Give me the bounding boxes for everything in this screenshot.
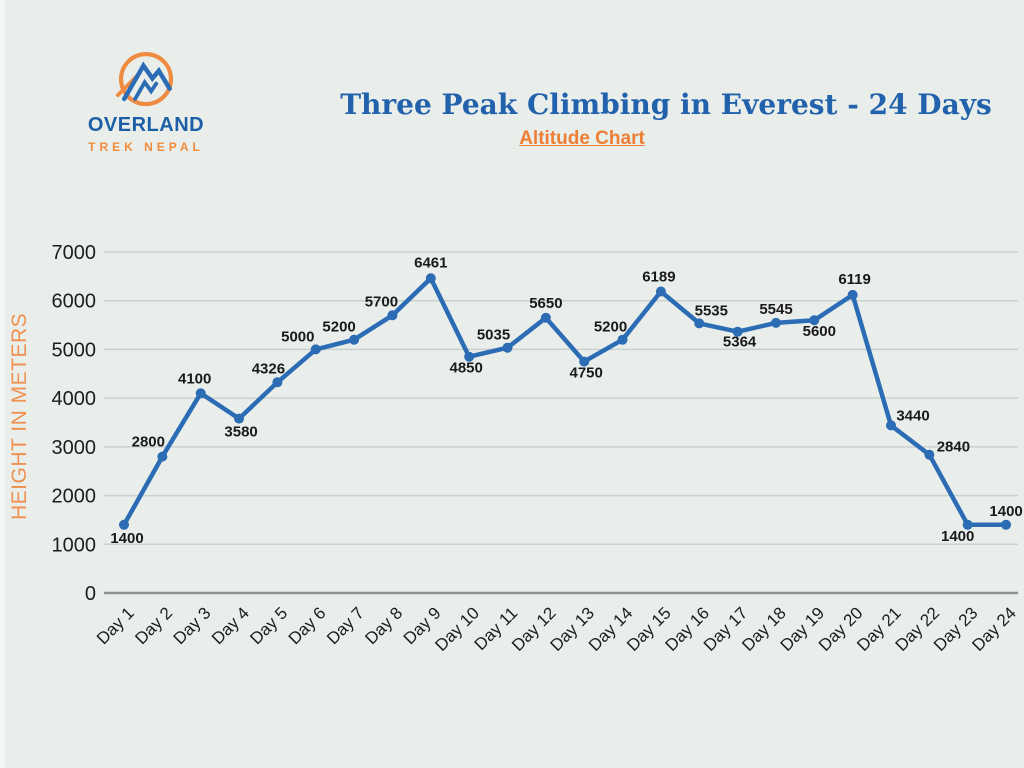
data-point xyxy=(195,388,206,399)
value-label: 1400 xyxy=(110,530,143,547)
y-tick-label: 5000 xyxy=(52,339,97,361)
value-label: 5600 xyxy=(803,323,836,340)
data-point xyxy=(694,318,705,329)
value-label: 3440 xyxy=(896,407,929,424)
value-label: 3580 xyxy=(224,424,257,441)
data-point xyxy=(962,519,973,530)
data-point xyxy=(617,334,628,345)
data-point xyxy=(924,449,935,460)
value-label: 4326 xyxy=(252,360,285,377)
value-label: 1400 xyxy=(941,528,974,545)
data-point xyxy=(540,312,551,323)
data-point xyxy=(770,317,781,328)
page-title: Three Peak Climbing in Everest - 24 Days xyxy=(340,88,992,121)
value-label: 1400 xyxy=(989,503,1022,520)
data-point xyxy=(847,289,858,300)
y-tick-label: 1000 xyxy=(52,534,97,556)
mountain-logo-icon xyxy=(115,52,174,107)
x-tick-label: Day 10 xyxy=(431,603,483,655)
x-tick-label: Day 7 xyxy=(323,603,368,648)
value-label: 6461 xyxy=(414,254,447,271)
y-tick-label: 3000 xyxy=(52,437,97,459)
value-label: 5700 xyxy=(365,293,398,310)
logo-text-overland: OVERLAND xyxy=(87,114,205,136)
data-point xyxy=(886,420,896,431)
page-left-edge xyxy=(0,0,5,768)
value-label: 2840 xyxy=(937,439,970,456)
value-label: 5000 xyxy=(281,328,314,345)
data-point xyxy=(119,519,129,530)
data-point xyxy=(157,451,168,462)
value-label: 5650 xyxy=(529,295,562,312)
data-point xyxy=(809,315,820,326)
y-tick-label: 0 xyxy=(85,583,96,605)
y-tick-label: 7000 xyxy=(52,242,97,264)
data-point xyxy=(234,413,245,424)
data-point xyxy=(579,356,590,367)
data-point xyxy=(464,351,475,362)
logo-text-trek-nepal: TREK NEPAL xyxy=(88,140,204,154)
x-tick-label: Day 5 xyxy=(246,603,291,648)
data-point xyxy=(1001,519,1012,530)
y-tick-label: 4000 xyxy=(52,388,97,410)
x-tick-label: Day 4 xyxy=(208,603,253,648)
data-point xyxy=(349,334,360,345)
data-point xyxy=(310,344,321,355)
data-point xyxy=(272,377,283,388)
x-tick-label: Day 6 xyxy=(285,603,330,648)
x-tick-label: Day 24 xyxy=(968,603,1020,655)
data-point xyxy=(425,273,436,284)
x-tick-label: Day 8 xyxy=(361,603,406,648)
x-tick-label: Day 2 xyxy=(131,603,176,648)
value-label: 5545 xyxy=(759,301,792,318)
value-label: 5200 xyxy=(594,319,627,336)
data-point xyxy=(655,286,666,297)
x-tick-label: Day 1 xyxy=(93,603,138,648)
company-logo: OVERLAND TREK NEPAL xyxy=(78,50,214,154)
value-label: 5200 xyxy=(322,319,355,336)
x-tick-label: Day 3 xyxy=(170,603,215,648)
data-point xyxy=(387,310,398,321)
value-label: 5035 xyxy=(477,327,510,344)
value-label: 5364 xyxy=(723,334,757,351)
page-subtitle: Altitude Chart xyxy=(519,128,645,149)
value-label: 6119 xyxy=(838,271,871,288)
value-label: 4750 xyxy=(570,365,603,382)
altitude-series-line xyxy=(121,276,1009,528)
value-label: 2800 xyxy=(132,434,165,451)
y-tick-label: 6000 xyxy=(52,291,97,313)
value-label: 5535 xyxy=(695,302,728,319)
data-point xyxy=(502,342,513,353)
value-label: 4850 xyxy=(450,360,483,377)
value-label: 4100 xyxy=(178,370,211,387)
y-tick-label: 2000 xyxy=(52,486,97,508)
value-label: 6189 xyxy=(642,269,675,286)
data-point xyxy=(732,326,743,337)
